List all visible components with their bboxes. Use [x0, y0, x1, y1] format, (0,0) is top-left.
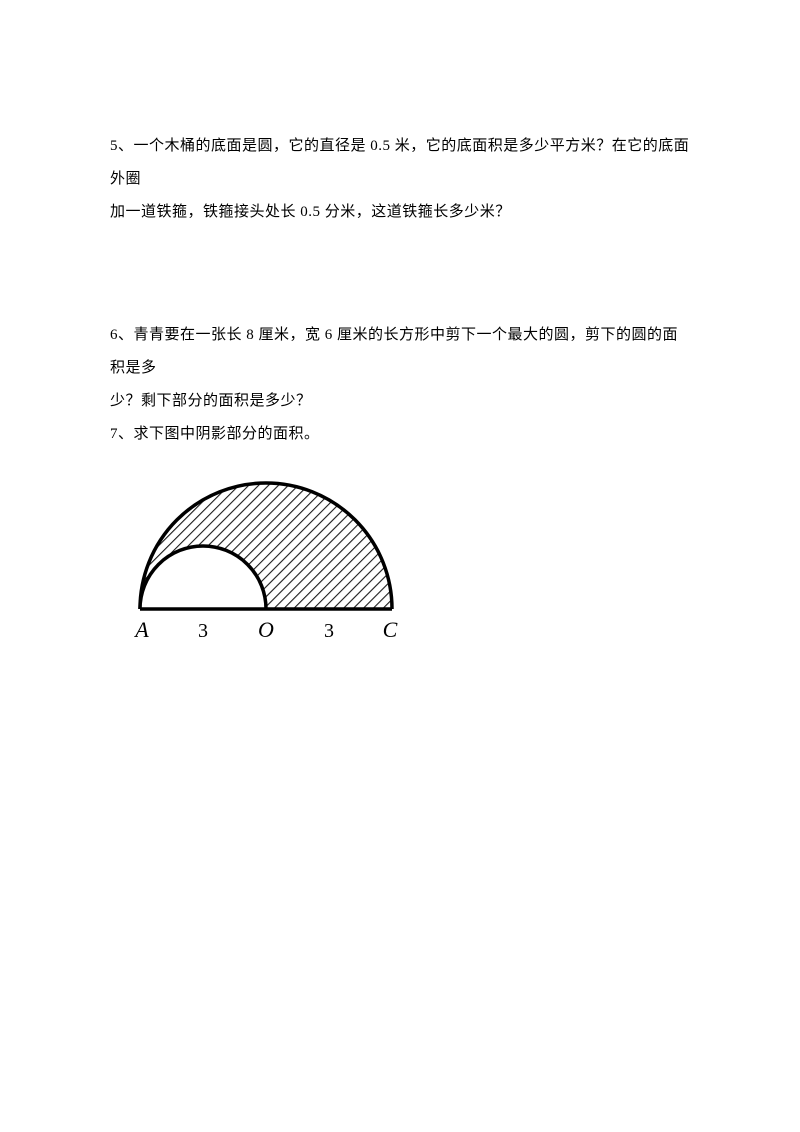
question-5-line1: 5、一个木桶的底面是圆，它的直径是 0.5 米，它的底面积是多少平方米？在它的底…	[110, 130, 690, 196]
svg-text:3: 3	[324, 620, 334, 642]
figure-svg: A O C 3 3	[104, 461, 404, 651]
svg-text:3: 3	[198, 620, 208, 642]
shaded-semicircle-figure: A O C 3 3	[104, 461, 690, 651]
question-7-line1: 7、求下图中阴影部分的面积。	[110, 418, 690, 451]
svg-text:C: C	[383, 617, 398, 642]
question-5-line2: 加一道铁箍，铁箍接头处长 0.5 分米，这道铁箍长多少米？	[110, 196, 690, 229]
svg-text:O: O	[258, 617, 274, 642]
svg-text:A: A	[133, 617, 149, 642]
spacer	[110, 229, 690, 319]
question-6-line1: 6、青青要在一张长 8 厘米，宽 6 厘米的长方形中剪下一个最大的圆，剪下的圆的…	[110, 319, 690, 385]
question-6-line2: 少？剩下部分的面积是多少？	[110, 385, 690, 418]
